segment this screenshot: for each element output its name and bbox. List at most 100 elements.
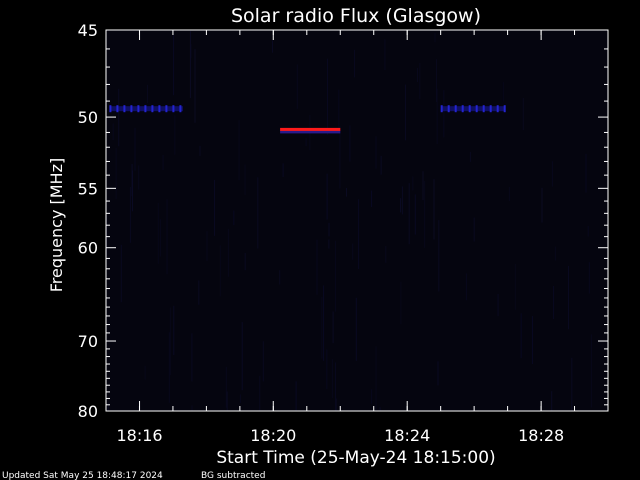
noise-streak xyxy=(166,199,168,275)
noise-streak xyxy=(436,88,438,145)
noise-streak xyxy=(129,187,131,243)
noise-streak xyxy=(400,198,402,213)
interference-band-tick xyxy=(179,105,182,113)
noise-streak xyxy=(412,176,414,191)
noise-streak xyxy=(424,181,426,248)
noise-streak xyxy=(173,305,175,355)
noise-streak xyxy=(262,341,264,382)
noise-streak xyxy=(112,123,114,140)
noise-streak xyxy=(422,171,424,201)
noise-streak xyxy=(352,243,354,260)
noise-streak xyxy=(214,179,215,236)
y-tick-label: 70 xyxy=(78,332,98,351)
x-tick-label: 18:28 xyxy=(518,426,564,445)
noise-streak xyxy=(371,389,373,404)
noise-streak xyxy=(327,58,328,135)
noise-streak xyxy=(438,220,440,292)
noise-streak xyxy=(296,64,298,109)
noise-streak xyxy=(554,246,556,261)
noise-streak xyxy=(225,366,227,408)
interference-band-tick xyxy=(130,105,133,113)
noise-streak xyxy=(335,362,336,411)
interference-band-tick xyxy=(172,105,175,113)
noise-streak xyxy=(191,333,193,382)
noise-streak xyxy=(522,98,524,131)
x-tick-label: 18:20 xyxy=(250,426,296,445)
noise-streak xyxy=(380,155,382,175)
y-axis: 45 50 55 60 70 80 xyxy=(78,21,608,421)
noise-streak xyxy=(338,89,340,132)
noise-streak xyxy=(531,316,533,364)
x-axis: 18:16 18:20 18:24 18:28 xyxy=(105,30,609,445)
noise-streak xyxy=(199,145,201,156)
noise-streak xyxy=(115,148,117,200)
noise-streak xyxy=(157,202,159,264)
noise-streak xyxy=(227,228,229,277)
noise-streak xyxy=(417,67,418,83)
noise-streak xyxy=(553,286,555,319)
event-shadow xyxy=(280,130,341,134)
noise-streak xyxy=(405,84,406,141)
noise-streak xyxy=(305,138,307,147)
noise-streak xyxy=(371,190,373,207)
noise-streak xyxy=(282,163,284,177)
interference-band-tick xyxy=(440,105,443,113)
noise-streak xyxy=(131,164,133,197)
y-tick-label: 55 xyxy=(78,179,98,198)
y-tick-label: 50 xyxy=(78,108,98,127)
noise-streak xyxy=(198,280,200,305)
noise-streak xyxy=(384,39,386,70)
noise-streak xyxy=(169,307,171,376)
interference-band-tick xyxy=(116,105,119,113)
noise-streak xyxy=(354,49,355,78)
noise-streak xyxy=(473,217,475,242)
noise-streak xyxy=(239,394,241,403)
noise-streak xyxy=(401,186,403,215)
noise-streak xyxy=(514,264,516,310)
noise-streak xyxy=(134,127,136,171)
noise-streak xyxy=(339,125,341,189)
y-tick-label: 45 xyxy=(78,21,98,40)
spectrogram-marks xyxy=(109,105,506,134)
noise-streak xyxy=(551,161,553,187)
noise-streak xyxy=(551,391,553,411)
noise-streak xyxy=(379,407,381,411)
interference-band-tick xyxy=(109,105,112,113)
footer-note: BG subtracted xyxy=(201,471,265,480)
interference-band xyxy=(440,106,505,112)
interference-band-tick xyxy=(454,105,457,113)
noise-streak xyxy=(568,265,569,330)
noise-streak xyxy=(375,136,377,169)
noise-streak xyxy=(147,84,148,104)
noise-streak xyxy=(326,349,328,389)
interference-band-tick xyxy=(461,105,464,113)
noise-streak xyxy=(400,281,402,325)
noise-streak xyxy=(279,270,281,285)
noise-streak xyxy=(469,151,471,162)
noise-streak xyxy=(443,90,445,138)
interference-band-tick xyxy=(468,105,471,113)
noise-streak xyxy=(358,199,360,269)
interference-band-tick xyxy=(158,105,161,113)
plot-frame xyxy=(105,29,609,412)
noise-streak xyxy=(259,375,261,411)
interference-band-tick xyxy=(482,105,485,113)
noise-streak xyxy=(194,49,196,123)
spectrogram-texture xyxy=(106,31,592,411)
noise-streak xyxy=(497,294,499,317)
noise-streak xyxy=(106,215,108,256)
noise-streak xyxy=(138,165,140,190)
radio-burst-event xyxy=(280,127,341,131)
interference-band-tick xyxy=(165,105,168,113)
noise-streak xyxy=(408,183,410,245)
noise-streak xyxy=(587,226,589,237)
noise-streak xyxy=(585,153,587,193)
y-tick-label: 80 xyxy=(78,402,98,421)
noise-streak xyxy=(190,44,192,58)
noise-streak xyxy=(316,239,318,295)
noise-streak xyxy=(107,402,109,411)
noise-streak xyxy=(295,381,297,411)
noise-streak xyxy=(437,361,439,386)
noise-streak xyxy=(355,297,357,361)
